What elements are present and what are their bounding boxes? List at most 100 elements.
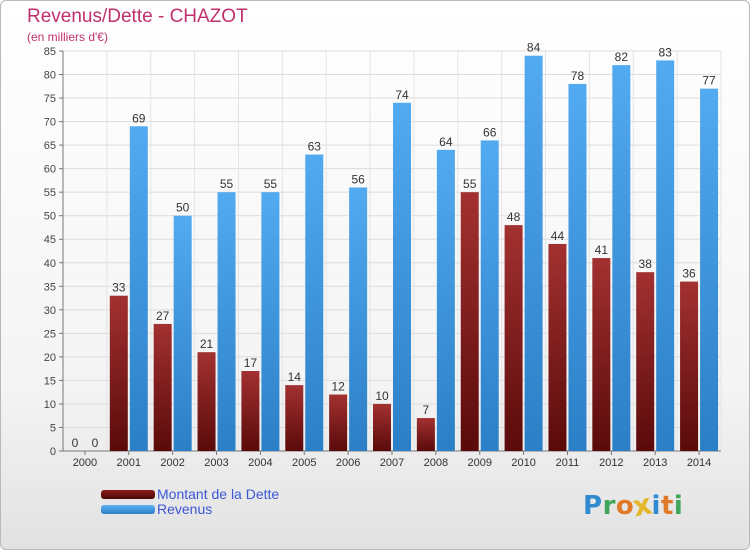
value-label-dette: 21: [200, 337, 214, 351]
legend-label-revenus: Revenus: [157, 501, 213, 517]
legend-label-debt: Montant de la Dette: [157, 486, 280, 502]
bar-dette: [329, 394, 348, 451]
value-label-revenus: 0: [92, 436, 99, 450]
y-tick-label: 45: [44, 234, 56, 246]
bar-revenus: [261, 192, 280, 452]
bar-dette: [197, 352, 216, 451]
y-tick-label: 85: [44, 46, 56, 58]
y-tick-label: 20: [44, 352, 56, 364]
y-tick-label: 60: [44, 164, 56, 176]
value-label-revenus: 83: [659, 45, 673, 59]
bar-dette: [504, 225, 523, 451]
bar-dette: [548, 243, 567, 451]
value-label-revenus: 56: [351, 172, 365, 186]
value-label-dette: 55: [463, 177, 477, 191]
x-tick-label: 2003: [204, 457, 228, 469]
value-label-revenus: 78: [571, 69, 585, 83]
value-label-dette: 48: [507, 210, 521, 224]
x-tick-label: 2013: [643, 457, 667, 469]
bar-dette: [109, 295, 128, 451]
x-tick-label: 2004: [248, 457, 272, 469]
bar-dette: [285, 385, 304, 451]
legend-swatch-debt: [101, 490, 155, 499]
value-label-revenus: 82: [615, 50, 629, 64]
value-label-dette: 27: [156, 309, 170, 323]
bar-dette: [373, 403, 391, 451]
bar-dette: [680, 281, 699, 451]
value-label-dette: 38: [639, 257, 653, 271]
value-label-revenus: 64: [439, 135, 453, 149]
bar-dette: [241, 371, 260, 451]
value-label-revenus: 77: [702, 74, 716, 88]
x-tick-label: 2011: [556, 457, 580, 469]
y-tick-label: 50: [44, 211, 56, 223]
logo-letter: i: [651, 491, 661, 521]
value-label-dette: 0: [72, 436, 79, 450]
bar-revenus: [349, 187, 368, 451]
value-label-revenus: 63: [308, 140, 322, 154]
value-label-dette: 36: [682, 267, 696, 281]
x-tick-label: 2008: [424, 457, 448, 469]
value-label-revenus: 50: [176, 201, 190, 215]
value-label-dette: 12: [331, 380, 345, 394]
value-label-revenus: 55: [220, 177, 234, 191]
bar-dette: [592, 258, 611, 451]
y-tick-label: 70: [44, 117, 56, 129]
x-tick-label: 2005: [292, 457, 316, 469]
logo-letter: o: [615, 491, 635, 521]
bar-revenus: [524, 55, 543, 452]
legend-swatch-revenus: [101, 505, 155, 514]
logo-letter: t: [660, 491, 674, 521]
bar-revenus: [568, 83, 587, 452]
y-tick-label: 55: [44, 187, 56, 199]
bar-revenus: [436, 149, 455, 451]
bar-dette: [416, 418, 435, 451]
y-tick-label: 35: [44, 281, 56, 293]
x-tick-label: 2007: [380, 457, 404, 469]
y-tick-label: 30: [44, 305, 56, 317]
value-label-revenus: 66: [483, 125, 497, 139]
bar-dette: [636, 272, 655, 451]
value-label-revenus: 69: [132, 111, 146, 125]
x-tick-label: 2006: [336, 457, 360, 469]
y-tick-label: 5: [50, 422, 56, 434]
y-tick-label: 40: [44, 258, 56, 270]
y-tick-label: 10: [44, 399, 56, 411]
value-label-dette: 41: [595, 243, 609, 257]
value-label-revenus: 84: [527, 41, 541, 55]
x-tick-label: 2002: [160, 457, 184, 469]
bar-dette: [460, 192, 479, 452]
value-label-dette: 10: [375, 389, 389, 403]
value-label-revenus: 74: [395, 88, 409, 102]
x-tick-label: 2001: [117, 457, 141, 469]
axes: [59, 50, 721, 455]
bar-revenus: [217, 192, 236, 452]
value-label-dette: 7: [423, 403, 430, 417]
y-tick-label: 75: [44, 93, 56, 105]
bar-revenus: [393, 102, 411, 451]
logo-letter: P: [583, 491, 603, 521]
x-tick-label: 2010: [511, 457, 535, 469]
bar-revenus: [656, 60, 675, 451]
bar-dette: [153, 323, 172, 451]
value-label-revenus: 55: [264, 177, 278, 191]
bar-revenus: [129, 126, 148, 451]
chart-title: Revenus/Dette - CHAZOT: [27, 6, 248, 27]
proxiti-logo: Proxiti: [583, 488, 684, 524]
bar-revenus: [612, 65, 631, 451]
x-tick-label: 2014: [687, 457, 711, 469]
grid: [62, 50, 722, 452]
value-label-dette: 14: [288, 370, 302, 384]
x-tick-label: 2009: [467, 457, 491, 469]
bar-revenus: [700, 88, 719, 451]
bar-revenus: [305, 154, 324, 451]
chart-subtitle: (en milliers d'€): [27, 30, 108, 44]
y-tick-label: 15: [44, 375, 56, 387]
bar-revenus: [173, 215, 192, 451]
logo-letter: i: [673, 491, 684, 521]
x-tick-label: 2012: [599, 457, 623, 469]
bars: [109, 55, 719, 452]
